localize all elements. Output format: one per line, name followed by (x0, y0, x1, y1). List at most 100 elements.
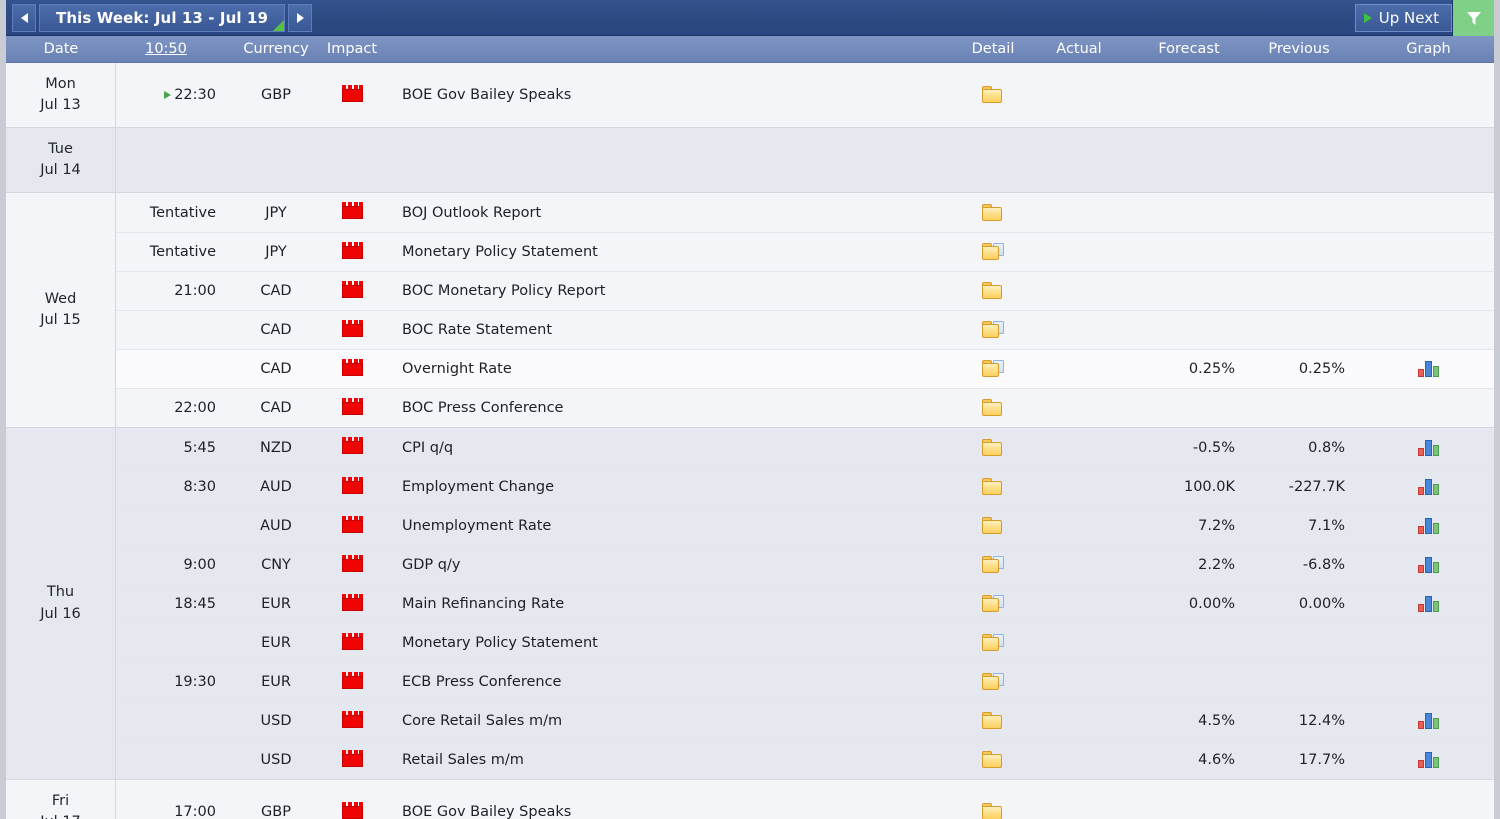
event-detail-cell[interactable] (953, 803, 1033, 819)
event-detail-cell[interactable] (953, 203, 1033, 222)
event-title-cell[interactable]: BOC Monetary Policy Report (388, 283, 953, 299)
event-title-cell[interactable]: Monetary Policy Statement (388, 635, 953, 651)
event-title-cell[interactable]: Monetary Policy Statement (388, 244, 953, 260)
event-title-cell[interactable]: CPI q/q (388, 440, 953, 456)
graph-bars-icon[interactable] (1417, 361, 1440, 377)
detail-folder-document-icon[interactable] (982, 634, 1004, 652)
event-row[interactable]: 17:00 GBP BOE Gov Bailey Speaks (116, 780, 1494, 819)
event-detail-cell[interactable] (953, 243, 1033, 261)
detail-folder-document-icon[interactable] (982, 595, 1004, 613)
event-row[interactable]: Tentative JPY BOJ Outlook Report (116, 193, 1494, 232)
event-title-cell[interactable]: Employment Change (388, 479, 953, 495)
event-graph-cell[interactable] (1363, 596, 1494, 612)
event-graph-cell[interactable] (1363, 361, 1494, 377)
event-title-cell[interactable]: BOC Press Conference (388, 400, 953, 416)
event-detail-cell[interactable] (953, 478, 1033, 496)
event-detail-cell[interactable] (953, 673, 1033, 691)
event-detail-cell[interactable] (953, 595, 1033, 613)
column-header-detail[interactable]: Detail (971, 41, 1015, 57)
graph-bars-icon[interactable] (1417, 557, 1440, 573)
next-week-button[interactable] (288, 3, 313, 32)
event-row[interactable]: 18:45 EUR Main Refinancing Rate 0.00% 0.00% (116, 584, 1494, 623)
graph-bars-icon[interactable] (1417, 752, 1440, 768)
event-title-cell[interactable]: BOE Gov Bailey Speaks (388, 804, 953, 819)
event-detail-cell[interactable] (953, 517, 1033, 535)
event-row[interactable]: 9:00 CNY GDP q/y 2.2% -6.8% (116, 545, 1494, 584)
week-range-button[interactable]: This Week: Jul 13 - Jul 19 (39, 3, 286, 32)
filter-button[interactable] (1452, 0, 1494, 36)
column-header-actual[interactable]: Actual (1056, 41, 1102, 57)
event-detail-cell[interactable] (953, 321, 1033, 339)
event-title-cell[interactable]: Retail Sales m/m (388, 752, 953, 768)
event-title-cell[interactable]: BOJ Outlook Report (388, 205, 953, 221)
detail-folder-icon[interactable] (982, 203, 1004, 222)
detail-folder-document-icon[interactable] (982, 321, 1004, 339)
detail-folder-icon[interactable] (982, 803, 1004, 819)
event-title-cell[interactable]: Core Retail Sales m/m (388, 713, 953, 729)
event-row[interactable]: CAD BOC Rate Statement (116, 310, 1494, 349)
graph-bars-icon[interactable] (1417, 596, 1440, 612)
event-title-cell[interactable]: ECB Press Conference (388, 674, 953, 690)
event-graph-cell[interactable] (1363, 439, 1494, 456)
event-row[interactable]: 21:00 CAD BOC Monetary Policy Report (116, 271, 1494, 310)
event-detail-cell[interactable] (953, 438, 1033, 457)
event-graph-cell[interactable] (1363, 557, 1494, 573)
event-row[interactable]: CAD Overnight Rate 0.25% 0.25% (116, 349, 1494, 388)
detail-folder-icon[interactable] (982, 478, 1004, 496)
current-time-label[interactable]: 10:50 (145, 41, 187, 57)
graph-bars-icon[interactable] (1417, 713, 1440, 729)
event-row[interactable] (116, 128, 1494, 192)
up-next-button[interactable]: Up Next (1354, 3, 1452, 32)
event-row[interactable]: 22:00 CAD BOC Press Conference (116, 388, 1494, 427)
previous-week-button[interactable] (12, 3, 36, 32)
event-graph-cell[interactable] (1363, 713, 1494, 729)
column-header-currency[interactable]: Currency (243, 41, 309, 57)
detail-folder-document-icon[interactable] (982, 673, 1004, 691)
detail-folder-icon[interactable] (982, 399, 1004, 417)
graph-bars-icon[interactable] (1417, 439, 1440, 456)
event-row[interactable]: 5:45 NZD CPI q/q -0.5% 0.8% (116, 428, 1494, 467)
graph-bars-icon[interactable] (1417, 479, 1440, 495)
column-header-forecast[interactable]: Forecast (1158, 41, 1220, 57)
event-title-cell[interactable]: BOC Rate Statement (388, 322, 953, 338)
event-graph-cell[interactable] (1363, 752, 1494, 768)
event-title-cell[interactable]: Unemployment Rate (388, 518, 953, 534)
column-header-previous[interactable]: Previous (1268, 41, 1330, 57)
column-header-graph[interactable]: Graph (1406, 41, 1451, 57)
detail-folder-icon[interactable] (982, 751, 1004, 769)
detail-folder-document-icon[interactable] (982, 243, 1004, 261)
event-detail-cell[interactable] (953, 751, 1033, 769)
detail-folder-icon[interactable] (982, 438, 1004, 457)
event-graph-cell[interactable] (1363, 518, 1494, 534)
event-title-cell[interactable]: BOE Gov Bailey Speaks (388, 87, 953, 103)
event-detail-cell[interactable] (953, 86, 1033, 104)
column-header-date[interactable]: Date (43, 41, 79, 57)
event-detail-cell[interactable] (953, 712, 1033, 730)
detail-folder-icon[interactable] (982, 86, 1004, 104)
event-detail-cell[interactable] (953, 634, 1033, 652)
event-title-cell[interactable]: Main Refinancing Rate (388, 596, 953, 612)
event-title-cell[interactable]: GDP q/y (388, 557, 953, 573)
event-title-cell[interactable]: Overnight Rate (388, 361, 953, 377)
event-row[interactable]: 22:30 GBP BOE Gov Bailey Speaks (116, 63, 1494, 127)
event-detail-cell[interactable] (953, 399, 1033, 417)
event-row[interactable]: 8:30 AUD Employment Change 100.0K -227.7K (116, 467, 1494, 506)
event-row[interactable]: USD Retail Sales m/m 4.6% 17.7% (116, 740, 1494, 779)
detail-folder-icon[interactable] (982, 517, 1004, 535)
event-row[interactable]: 19:30 EUR ECB Press Conference (116, 662, 1494, 701)
detail-folder-document-icon[interactable] (982, 556, 1004, 574)
column-header-time[interactable]: 10:50 (116, 41, 236, 57)
event-detail-cell[interactable] (953, 360, 1033, 378)
graph-bars-icon[interactable] (1417, 518, 1440, 534)
event-row[interactable]: EUR Monetary Policy Statement (116, 623, 1494, 662)
event-row[interactable]: USD Core Retail Sales m/m 4.5% 12.4% (116, 701, 1494, 740)
detail-folder-icon[interactable] (982, 712, 1004, 730)
event-detail-cell[interactable] (953, 282, 1033, 300)
detail-folder-document-icon[interactable] (982, 360, 1004, 378)
event-detail-cell[interactable] (953, 556, 1033, 574)
column-header-impact[interactable]: Impact (326, 41, 378, 57)
event-row[interactable]: AUD Unemployment Rate 7.2% 7.1% (116, 506, 1494, 545)
detail-folder-icon[interactable] (982, 282, 1004, 300)
event-graph-cell[interactable] (1363, 479, 1494, 495)
event-row[interactable]: Tentative JPY Monetary Policy Statement (116, 232, 1494, 271)
